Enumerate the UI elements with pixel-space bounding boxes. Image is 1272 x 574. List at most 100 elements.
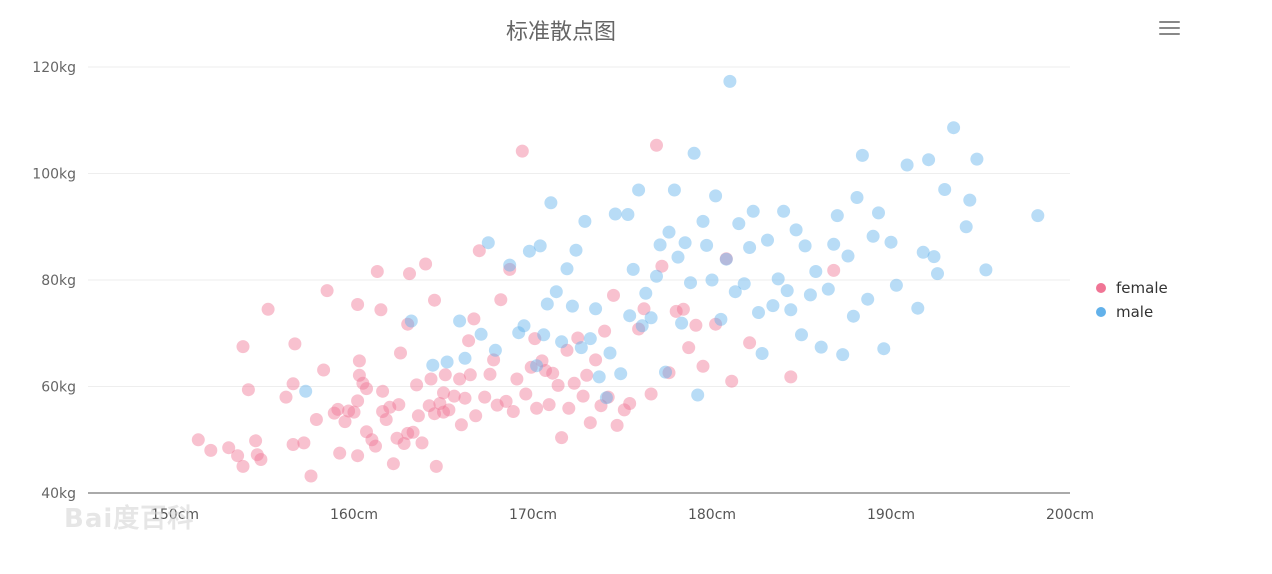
male-point[interactable] [659, 365, 672, 379]
male-point[interactable] [963, 193, 977, 207]
male-point[interactable] [821, 282, 835, 296]
female-point[interactable] [567, 376, 581, 390]
female-point[interactable] [503, 262, 517, 276]
male-point[interactable] [589, 302, 603, 316]
female-point[interactable] [327, 406, 341, 420]
female-point[interactable] [360, 382, 373, 396]
female-point[interactable] [360, 425, 373, 439]
female-point[interactable] [546, 366, 560, 380]
female-point[interactable] [365, 433, 379, 447]
legend-item-female[interactable]: female [1096, 276, 1168, 300]
male-point[interactable] [771, 272, 785, 286]
male-point[interactable] [488, 343, 502, 357]
female-point[interactable] [390, 431, 404, 445]
female-point[interactable] [424, 372, 438, 386]
female-point[interactable] [297, 436, 311, 450]
female-point[interactable] [447, 389, 461, 403]
female-point[interactable] [437, 405, 450, 419]
male-point[interactable] [732, 217, 746, 231]
male-point[interactable] [691, 388, 705, 402]
female-point[interactable] [437, 386, 450, 400]
male-point[interactable] [517, 319, 531, 333]
male-point[interactable] [503, 258, 517, 272]
female-point[interactable] [394, 346, 407, 360]
male-point[interactable] [1031, 209, 1045, 223]
male-point[interactable] [608, 207, 622, 221]
female-point[interactable] [571, 331, 585, 345]
female-point[interactable] [576, 389, 590, 403]
male-point[interactable] [814, 340, 828, 354]
male-point[interactable] [662, 225, 676, 239]
female-point[interactable] [351, 394, 365, 408]
female-point[interactable] [510, 372, 524, 386]
female-point[interactable] [827, 263, 841, 277]
female-point[interactable] [410, 378, 424, 392]
male-point[interactable] [626, 262, 640, 276]
male-point[interactable] [866, 229, 880, 243]
female-point[interactable] [562, 401, 576, 415]
male-point[interactable] [803, 288, 817, 302]
male-point[interactable] [512, 326, 526, 340]
female-point[interactable] [438, 368, 452, 382]
male-point[interactable] [766, 299, 780, 313]
male-point[interactable] [836, 348, 850, 362]
male-point[interactable] [583, 332, 597, 346]
male-point[interactable] [623, 309, 637, 323]
male-point[interactable] [453, 314, 467, 328]
female-point[interactable] [419, 257, 433, 271]
female-point[interactable] [342, 404, 356, 418]
female-point[interactable] [682, 341, 696, 355]
female-point[interactable] [428, 293, 441, 307]
female-point[interactable] [397, 437, 411, 450]
female-point[interactable] [403, 267, 416, 281]
male-point[interactable] [653, 238, 667, 252]
male-point[interactable] [614, 367, 628, 381]
male-point[interactable] [603, 346, 617, 360]
female-point[interactable] [709, 317, 723, 331]
female-point[interactable] [515, 144, 529, 158]
male-point[interactable] [578, 214, 592, 228]
male-point[interactable] [719, 252, 733, 266]
male-point[interactable] [900, 158, 914, 172]
male-point[interactable] [922, 153, 936, 167]
female-point[interactable] [463, 368, 477, 382]
female-point[interactable] [462, 334, 476, 348]
female-point[interactable] [655, 259, 669, 273]
male-point[interactable] [830, 209, 844, 223]
female-point[interactable] [331, 402, 345, 416]
male-point[interactable] [979, 263, 993, 277]
female-point[interactable] [433, 397, 447, 410]
male-point[interactable] [780, 284, 794, 298]
female-point[interactable] [467, 312, 481, 326]
female-point[interactable] [383, 400, 397, 414]
male-point[interactable] [530, 359, 544, 373]
male-point[interactable] [789, 223, 803, 237]
male-point[interactable] [700, 238, 714, 252]
male-point[interactable] [709, 189, 723, 203]
female-point[interactable] [222, 441, 236, 455]
male-point[interactable] [743, 241, 757, 254]
male-point[interactable] [675, 316, 689, 330]
female-point[interactable] [347, 405, 361, 419]
female-point[interactable] [370, 265, 384, 278]
female-point[interactable] [411, 409, 425, 423]
male-point[interactable] [911, 301, 925, 315]
female-point[interactable] [719, 252, 733, 266]
female-point[interactable] [469, 409, 483, 423]
male-point[interactable] [474, 327, 488, 341]
male-point[interactable] [299, 384, 313, 398]
female-point[interactable] [478, 390, 492, 404]
female-point[interactable] [490, 398, 504, 412]
male-point[interactable] [569, 243, 583, 257]
female-point[interactable] [539, 364, 552, 377]
female-point[interactable] [632, 322, 646, 336]
male-point[interactable] [592, 370, 606, 384]
female-point[interactable] [555, 431, 569, 445]
male-point[interactable] [687, 146, 701, 160]
legend-item-male[interactable]: male [1096, 300, 1168, 324]
female-point[interactable] [472, 244, 486, 258]
female-point[interactable] [338, 415, 352, 429]
male-point[interactable] [846, 309, 860, 323]
male-point[interactable] [671, 250, 685, 264]
male-point[interactable] [481, 236, 495, 250]
